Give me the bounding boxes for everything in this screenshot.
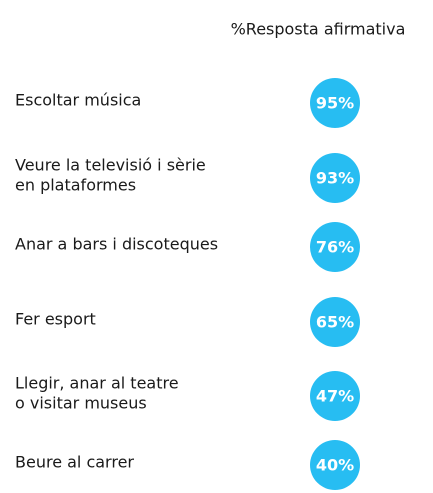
category-label: Fer esport bbox=[15, 310, 96, 329]
value-dot bbox=[310, 297, 360, 347]
value-label: 40% bbox=[316, 456, 354, 475]
value-dot bbox=[310, 153, 360, 203]
category-label: Anar a bars i discoteques bbox=[15, 235, 218, 254]
value-label: 93% bbox=[316, 169, 354, 188]
value-dot bbox=[310, 78, 360, 128]
chart-title: %Resposta afirmativa bbox=[231, 20, 406, 39]
value-dot bbox=[310, 371, 360, 421]
category-label: Llegir, anar al teatre bbox=[15, 374, 179, 393]
category-label: en plataformes bbox=[15, 176, 136, 195]
category-label: Veure la televisió i sèrie bbox=[15, 156, 206, 175]
value-label: 65% bbox=[316, 313, 354, 332]
category-label: o visitar museus bbox=[15, 394, 147, 413]
value-dot bbox=[310, 222, 360, 272]
value-dot bbox=[310, 440, 360, 490]
value-label: 95% bbox=[316, 94, 354, 113]
category-label: Escoltar música bbox=[15, 91, 141, 110]
value-label: 76% bbox=[316, 238, 354, 257]
value-label: 47% bbox=[316, 387, 354, 406]
category-label: Beure al carrer bbox=[15, 453, 134, 472]
